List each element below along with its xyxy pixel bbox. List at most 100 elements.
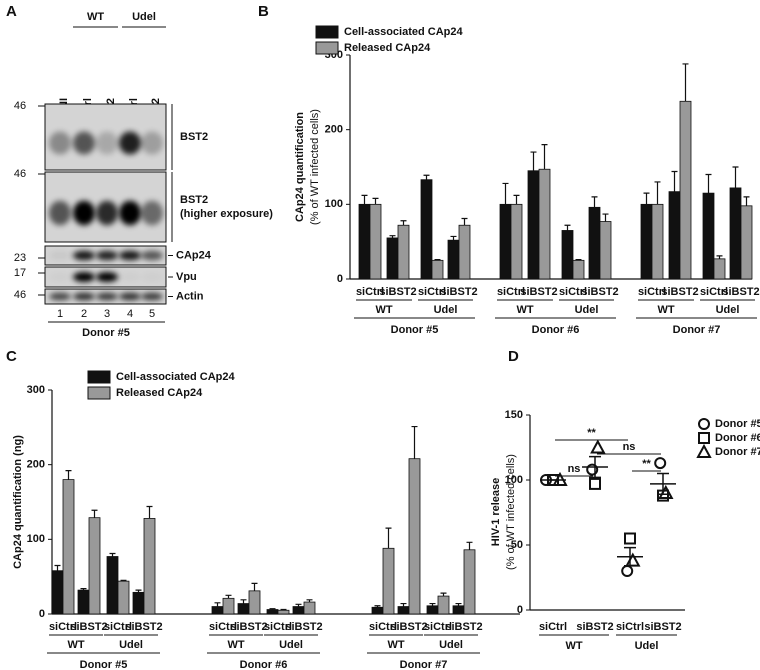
x-tick-label: siCtrl — [418, 286, 446, 298]
error-bar — [389, 235, 396, 238]
legend-swatch — [87, 386, 111, 400]
x-tick-label: siCtrl — [49, 621, 77, 633]
bar — [458, 224, 471, 280]
point — [654, 457, 667, 470]
point — [698, 432, 710, 444]
band — [73, 131, 95, 155]
error-bar — [589, 455, 601, 479]
error-bar — [682, 63, 689, 102]
x-tick-label: siBST2 — [722, 286, 759, 298]
condition-label: WT — [227, 639, 244, 651]
condition-label: Udel — [119, 639, 143, 651]
y-tick-label: 100 — [505, 474, 523, 486]
bar — [386, 237, 399, 280]
bar — [408, 458, 421, 615]
error-bar — [705, 173, 712, 194]
error-bar — [423, 174, 430, 180]
legend-label: Donor #7 — [715, 446, 760, 458]
condition-label: Udel — [439, 639, 463, 651]
error-bar — [624, 546, 636, 567]
error-bar — [716, 255, 723, 259]
bar — [499, 203, 512, 280]
lane-number: 5 — [149, 308, 155, 320]
y-axis-label: CAp24 quantification (ng) — [12, 435, 24, 569]
y-axis-label: (% of WT infected cells) — [309, 109, 321, 225]
band — [96, 131, 118, 155]
x-tick-label: siBST2 — [125, 621, 162, 633]
x-tick-label: siCtrl — [104, 621, 132, 633]
error-bar — [54, 564, 61, 571]
error-bar — [411, 425, 418, 459]
band-label: BST2 — [180, 131, 208, 143]
bar — [382, 547, 395, 615]
bar — [51, 570, 64, 615]
bar — [527, 170, 540, 280]
x-tick-label: siBST2 — [70, 621, 107, 633]
bar — [599, 221, 612, 280]
point — [658, 484, 674, 499]
error-bar — [440, 592, 447, 597]
marker-label: 23 — [14, 252, 26, 264]
error-bar — [135, 589, 142, 593]
band — [119, 250, 141, 261]
point — [589, 477, 601, 490]
marker-label: 46 — [14, 289, 26, 301]
band — [49, 250, 71, 261]
point — [590, 439, 606, 454]
band — [96, 272, 118, 282]
donor-label: Donor #5 — [80, 659, 128, 670]
point — [698, 418, 710, 430]
point — [696, 443, 712, 458]
point — [586, 463, 599, 476]
bar — [420, 179, 433, 280]
lane-number: 2 — [81, 308, 87, 320]
error-bar — [372, 197, 379, 205]
bar — [358, 203, 371, 280]
condition-label: WT — [375, 304, 392, 316]
x-tick-label: siBST2 — [230, 621, 267, 633]
error-bar — [109, 552, 116, 557]
x-tick-label: siCtrl — [559, 286, 587, 298]
donor-label: Donor #7 — [400, 659, 448, 670]
legend-label: Released CAp24 — [344, 42, 431, 54]
marker-label: 46 — [14, 168, 26, 180]
bar — [397, 606, 410, 615]
lane-number: 3 — [104, 308, 110, 320]
band — [96, 200, 118, 226]
point — [624, 532, 636, 545]
bar — [729, 187, 742, 280]
bar — [277, 609, 290, 615]
error-bar — [146, 505, 153, 519]
band — [119, 292, 141, 301]
legend-label: Cell-associated CAp24 — [344, 26, 463, 38]
error-bar — [295, 603, 302, 607]
bar — [371, 606, 384, 615]
band-label: Actin — [176, 290, 204, 302]
bar — [679, 100, 692, 280]
significance-label: ** — [587, 427, 596, 439]
error-bar — [602, 213, 609, 222]
condition-label: Udel — [716, 304, 740, 316]
band — [49, 272, 71, 282]
error-bar — [240, 599, 247, 604]
bar — [713, 258, 726, 280]
y-tick-label: 300 — [27, 384, 45, 396]
x-tick-label: siCtrl — [264, 621, 292, 633]
bar — [588, 206, 601, 280]
x-tick-label: siCtrl — [424, 621, 452, 633]
legend-swatch — [315, 41, 339, 55]
condition-label: WT — [67, 639, 84, 651]
condition-label: WT — [516, 304, 533, 316]
bar — [143, 518, 156, 615]
bar — [651, 203, 664, 280]
bar — [572, 259, 585, 280]
bar — [211, 606, 224, 615]
legend-label: Donor #6 — [715, 432, 760, 444]
x-tick-label: siBST2 — [379, 286, 416, 298]
donor-label: Donor #5 — [391, 324, 439, 336]
error-bar — [743, 196, 750, 206]
bar — [510, 203, 523, 280]
error-bar — [225, 594, 232, 599]
legend-swatch — [315, 25, 339, 39]
